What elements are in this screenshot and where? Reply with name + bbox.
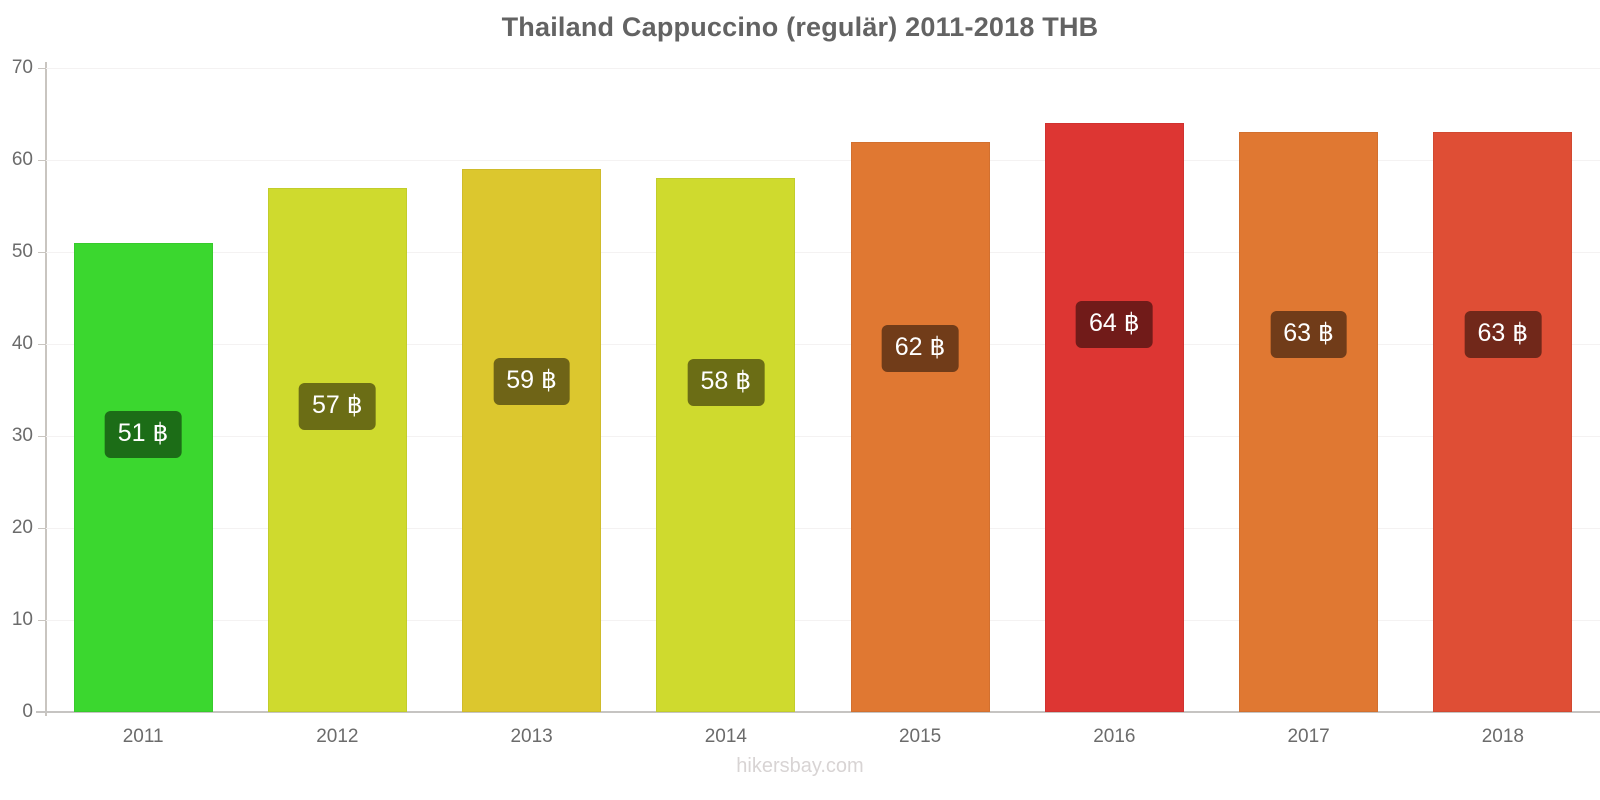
bar-group[interactable]: 62 ฿ xyxy=(850,68,990,712)
watermark: hikersbay.com xyxy=(736,755,864,777)
bar-value-label: 62 ฿ xyxy=(881,325,959,372)
y-axis-tick-label: 40 xyxy=(11,333,33,354)
y-axis-line xyxy=(45,62,47,716)
gridline xyxy=(46,436,1600,437)
x-axis-tick-label: 2017 xyxy=(1287,726,1330,747)
bar-group[interactable]: 63 ฿ xyxy=(1433,68,1573,712)
bar-value-label: 58 ฿ xyxy=(687,359,765,406)
y-axis-tick-label: 0 xyxy=(22,701,33,722)
bar-value-label: 64 ฿ xyxy=(1076,301,1153,348)
x-axis-tick-label: 2011 xyxy=(122,726,164,747)
x-axis-tick-label: 2013 xyxy=(510,726,553,747)
bar[interactable] xyxy=(267,187,407,712)
y-axis-tick-label: 60 xyxy=(11,149,33,170)
bar-value-label: 51 ฿ xyxy=(104,411,182,458)
bars-layer: 51 ฿ 57 ฿ 59 ฿ 58 ฿ 62 ฿ 64 ฿ 63 ฿ 63 ฿ xyxy=(46,68,1600,712)
bar-value-label: 59 ฿ xyxy=(493,358,570,405)
x-axis-tick-label: 2016 xyxy=(1093,726,1136,747)
bar[interactable] xyxy=(656,178,796,712)
bar-group[interactable]: 58 ฿ xyxy=(656,68,796,712)
x-axis-labels: 2011 2012 2013 2014 2015 2016 2017 2018 xyxy=(46,714,1600,754)
page-title: Thailand Cappuccino (regulär) 2011-2018 … xyxy=(501,12,1099,42)
x-axis-tick-label: 2015 xyxy=(898,726,942,747)
bar-group[interactable]: 57 ฿ xyxy=(267,68,407,712)
bar-group[interactable]: 51 ฿ xyxy=(73,68,213,712)
y-axis-tick-label: 50 xyxy=(11,241,33,262)
bar-value-label: 63 ฿ xyxy=(1270,311,1347,358)
gridline xyxy=(46,528,1600,529)
y-axis-tick-mark xyxy=(38,436,46,437)
gridline xyxy=(46,252,1600,253)
x-axis-tick-label: 2014 xyxy=(704,726,748,747)
y-axis-tick-mark xyxy=(38,528,46,529)
y-axis-tick-label: 10 xyxy=(11,609,33,630)
y-axis-tick-mark xyxy=(38,160,46,161)
x-axis-tick-label: 2012 xyxy=(316,726,359,747)
bar[interactable] xyxy=(73,242,213,712)
x-axis-tick-label: 2018 xyxy=(1481,726,1525,747)
bar[interactable] xyxy=(1433,132,1573,712)
bar[interactable] xyxy=(1239,132,1379,712)
gridline xyxy=(46,620,1600,621)
y-axis-tick-label: 20 xyxy=(11,517,33,538)
y-axis-tick-label: 70 xyxy=(11,57,33,78)
bar[interactable] xyxy=(850,141,990,712)
y-axis-tick-mark xyxy=(38,68,46,69)
x-axis-baseline xyxy=(36,711,1600,713)
plot-area: 0 10 20 30 40 50 60 70 51 ฿ 57 ฿ 59 ฿ 58 ฿ 62 ฿ 64 ฿… xyxy=(12,57,1600,722)
y-axis-tick-mark xyxy=(38,344,46,345)
bar-value-label: 57 ฿ xyxy=(299,383,376,430)
bar[interactable] xyxy=(1044,123,1184,712)
y-axis-tick-mark xyxy=(38,252,46,253)
gridline xyxy=(46,68,1600,69)
bar-value-label: 63 ฿ xyxy=(1464,311,1542,358)
gridline xyxy=(46,344,1600,345)
bar-group[interactable]: 64 ฿ xyxy=(1044,68,1184,712)
y-axis-tick-mark xyxy=(38,620,46,621)
bar[interactable] xyxy=(462,169,602,712)
y-axis-tick-label: 30 xyxy=(11,425,33,446)
bar-group[interactable]: 63 ฿ xyxy=(1239,68,1379,712)
gridline xyxy=(46,160,1600,161)
bar-group[interactable]: 59 ฿ xyxy=(462,68,602,712)
